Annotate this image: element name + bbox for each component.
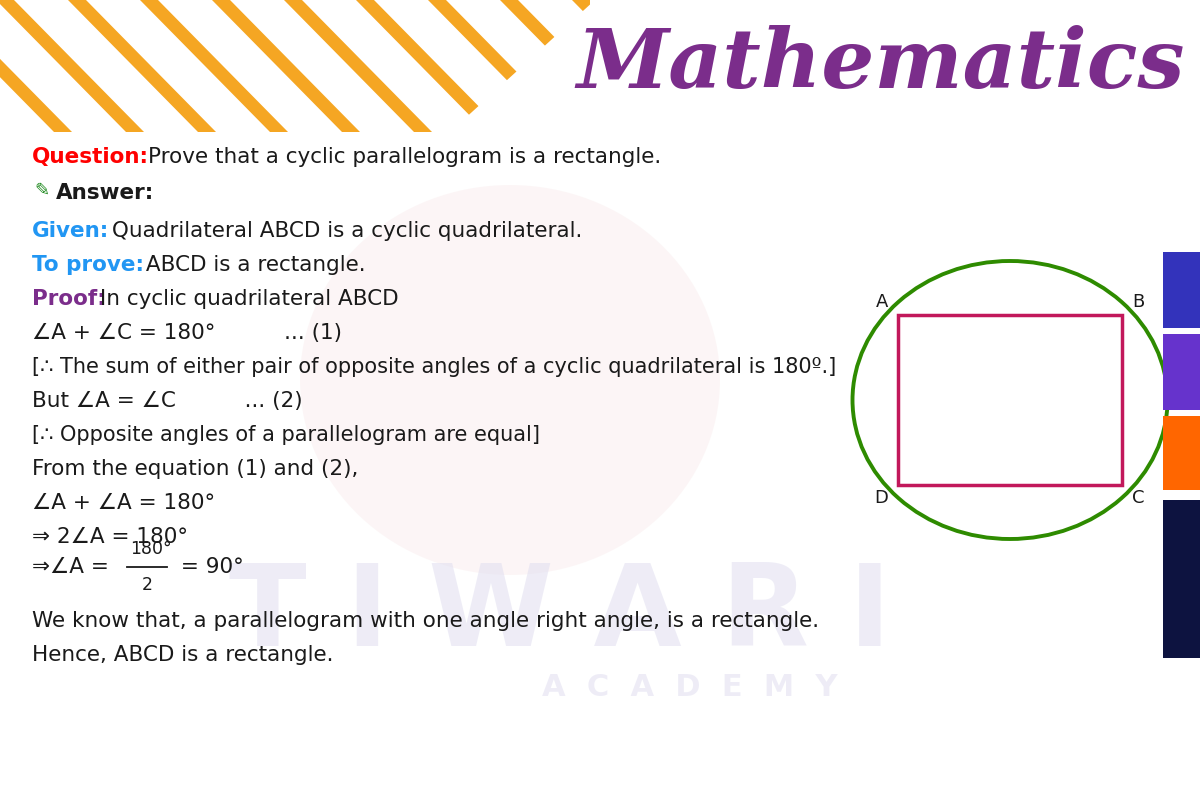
Polygon shape: [1076, 0, 1200, 132]
Polygon shape: [1004, 0, 1152, 132]
Text: Prove that a cyclic parallelogram is a rectangle.: Prove that a cyclic parallelogram is a r…: [148, 147, 661, 167]
Polygon shape: [68, 0, 216, 132]
Polygon shape: [1112, 0, 1200, 132]
Polygon shape: [608, 0, 756, 132]
Bar: [898, 315, 1122, 485]
Polygon shape: [320, 0, 468, 132]
Text: [∴ Opposite angles of a parallelogram are equal]: [∴ Opposite angles of a parallelogram ar…: [32, 425, 540, 445]
Polygon shape: [1040, 0, 1188, 132]
Polygon shape: [716, 0, 864, 132]
Polygon shape: [0, 0, 72, 132]
Text: 180°: 180°: [130, 540, 172, 558]
Polygon shape: [680, 0, 828, 132]
Ellipse shape: [300, 185, 720, 575]
Text: T I W A R I: T I W A R I: [229, 559, 890, 670]
Polygon shape: [896, 0, 1044, 132]
Text: Hence, ABCD is a rectangle.: Hence, ABCD is a rectangle.: [32, 645, 334, 665]
Bar: [0, 132, 1200, 800]
Text: [∴ The sum of either pair of opposite angles of a cyclic quadrilateral is 180º.]: [∴ The sum of either pair of opposite an…: [32, 357, 836, 377]
Text: To prove:: To prove:: [32, 255, 144, 275]
Polygon shape: [140, 0, 288, 132]
Text: 2: 2: [142, 576, 154, 594]
Polygon shape: [176, 0, 324, 132]
Polygon shape: [932, 0, 1080, 132]
Polygon shape: [968, 0, 1116, 132]
Polygon shape: [428, 0, 576, 132]
Text: Question:: Question:: [32, 147, 149, 167]
Text: = 90°: = 90°: [174, 557, 244, 577]
Polygon shape: [248, 0, 396, 132]
Bar: [1163, 500, 1200, 658]
Text: But ∠A = ∠C          ... (2): But ∠A = ∠C ... (2): [32, 391, 302, 411]
Polygon shape: [788, 0, 936, 132]
Polygon shape: [572, 0, 720, 132]
Text: ABCD is a rectangle.: ABCD is a rectangle.: [139, 255, 366, 275]
Text: A  C  A  D  E  M  Y: A C A D E M Y: [542, 674, 838, 702]
Text: B: B: [1132, 293, 1145, 311]
Text: D: D: [874, 489, 888, 507]
Polygon shape: [464, 0, 612, 132]
Polygon shape: [824, 0, 972, 132]
Text: C: C: [1132, 489, 1145, 507]
Text: ⇒ 2∠A = 180°: ⇒ 2∠A = 180°: [32, 527, 188, 547]
Polygon shape: [356, 0, 504, 132]
Bar: [1163, 416, 1200, 490]
Text: From the equation (1) and (2),: From the equation (1) and (2),: [32, 459, 359, 479]
Bar: [1163, 252, 1200, 328]
Polygon shape: [0, 0, 144, 132]
Polygon shape: [644, 0, 792, 132]
Text: ∠A + ∠C = 180°          ... (1): ∠A + ∠C = 180° ... (1): [32, 323, 342, 343]
Bar: [1163, 334, 1200, 410]
Bar: [590, 0, 1200, 135]
Ellipse shape: [852, 261, 1168, 539]
Polygon shape: [104, 0, 252, 132]
Text: In cyclic quadrilateral ABCD: In cyclic quadrilateral ABCD: [94, 289, 398, 309]
Polygon shape: [0, 0, 108, 132]
Text: ∠A + ∠A = 180°: ∠A + ∠A = 180°: [32, 493, 215, 513]
Polygon shape: [212, 0, 360, 132]
Polygon shape: [32, 0, 180, 132]
Polygon shape: [0, 0, 36, 132]
Text: Quadrilateral ABCD is a cyclic quadrilateral.: Quadrilateral ABCD is a cyclic quadrilat…: [106, 221, 582, 241]
Polygon shape: [860, 0, 1008, 132]
Text: Mathematics: Mathematics: [576, 25, 1186, 105]
Polygon shape: [536, 0, 684, 132]
Polygon shape: [450, 0, 595, 132]
Polygon shape: [500, 0, 648, 132]
Polygon shape: [284, 0, 432, 132]
Polygon shape: [392, 0, 540, 132]
Text: Proof:: Proof:: [32, 289, 106, 309]
Text: Given:: Given:: [32, 221, 109, 241]
Text: A: A: [876, 293, 888, 311]
Text: We know that, a parallelogram with one angle right angle, is a rectangle.: We know that, a parallelogram with one a…: [32, 611, 820, 631]
Polygon shape: [752, 0, 900, 132]
Text: ⇒∠A =: ⇒∠A =: [32, 557, 115, 577]
Text: Answer:: Answer:: [56, 183, 155, 203]
Text: ✎: ✎: [34, 182, 49, 200]
